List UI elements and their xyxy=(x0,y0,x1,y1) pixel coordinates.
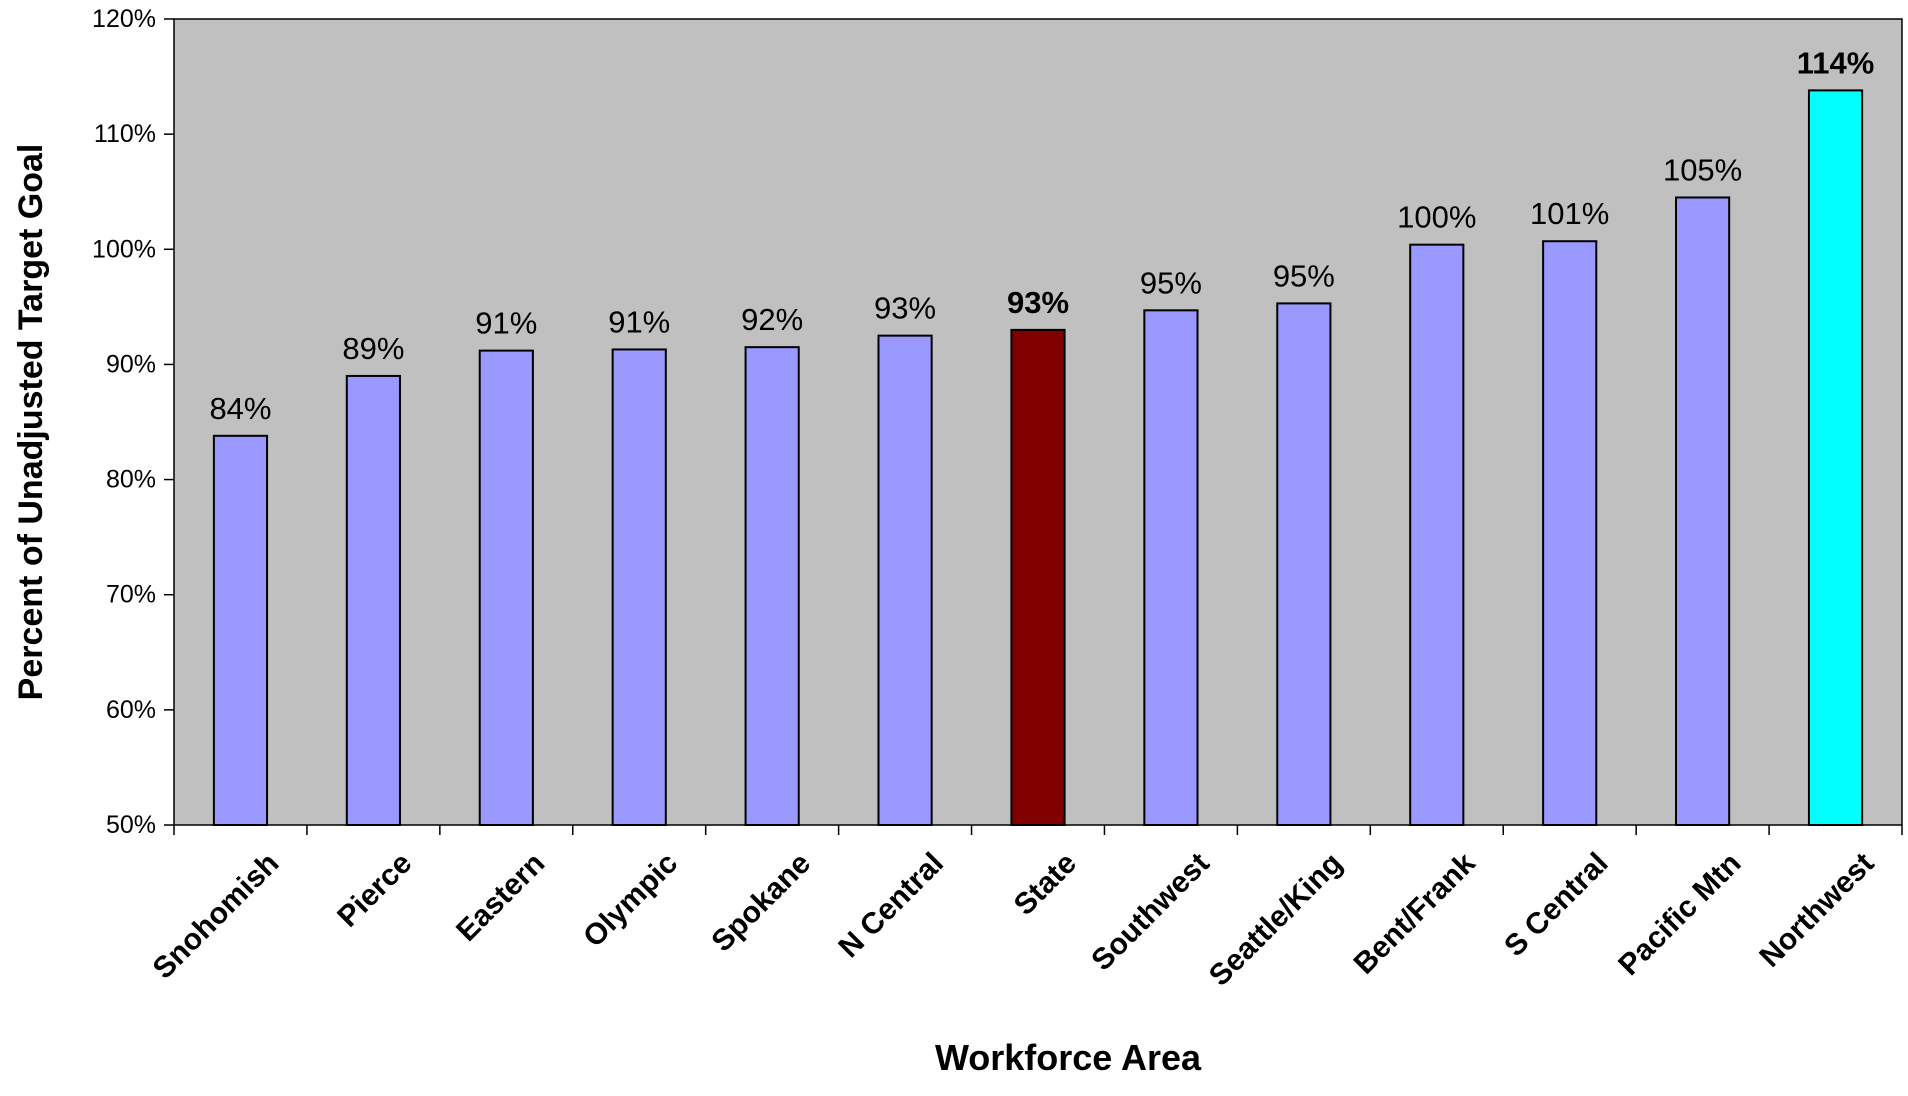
x-tick-label: Pacific Mtn xyxy=(1612,847,1747,982)
data-label: 114% xyxy=(1797,45,1875,80)
y-tick-label: 50% xyxy=(106,811,156,839)
data-label: 92% xyxy=(741,302,803,337)
y-tick-label: 110% xyxy=(94,120,156,148)
data-label: 84% xyxy=(209,391,271,426)
x-axis-title: Workforce Area xyxy=(935,1037,1202,1078)
bar-state xyxy=(1010,328,1066,826)
y-tick-label: 100% xyxy=(92,235,156,263)
x-tick-label: Southwest xyxy=(1085,847,1216,978)
bars xyxy=(212,89,1864,827)
bar-spokane xyxy=(744,346,800,826)
bar-s-central xyxy=(1542,240,1598,826)
y-tick-label: 80% xyxy=(106,466,156,494)
data-label: 91% xyxy=(475,306,537,341)
data-label: 89% xyxy=(342,331,404,366)
data-label: 105% xyxy=(1663,152,1742,187)
bar-seattle-king xyxy=(1276,302,1332,827)
y-tick-label: 70% xyxy=(106,581,156,609)
bar-olympic xyxy=(611,348,667,826)
x-tick-label: Eastern xyxy=(450,847,551,948)
x-tick-label: Spokane xyxy=(705,847,817,959)
x-tick-label: State xyxy=(1008,847,1083,922)
y-tick-label: 90% xyxy=(106,350,156,378)
bar-pacific-mtn xyxy=(1675,196,1731,826)
bar-pierce xyxy=(345,374,401,826)
data-label: 95% xyxy=(1273,258,1335,293)
y-tick-label: 60% xyxy=(106,696,156,724)
data-label: 93% xyxy=(874,291,936,326)
bar-northwest xyxy=(1807,89,1864,827)
x-axis: Snohomish Pierce Eastern Olympic Spokane N Ce… xyxy=(147,825,1903,993)
x-tick-label: Pierce xyxy=(331,847,418,934)
y-tick-label: 120% xyxy=(92,5,156,33)
y-axis-title: Percent of Unadjusted Target Goal xyxy=(12,144,50,701)
x-tick-label: Seattle/King xyxy=(1203,847,1349,993)
bar-n-central xyxy=(877,334,933,826)
y-axis: 50% 60% 70% 80% 90% 100% 110% 120% xyxy=(92,5,174,839)
data-label: 100% xyxy=(1397,200,1476,235)
x-tick-label: Snohomish xyxy=(147,847,286,986)
x-tick-label: N Central xyxy=(832,847,950,965)
data-label: 95% xyxy=(1140,265,1202,300)
data-label: 101% xyxy=(1530,196,1609,231)
x-tick-label: S Central xyxy=(1498,847,1614,963)
x-tick-label: Olympic xyxy=(577,847,684,954)
x-tick-label: Bent/Frank xyxy=(1348,846,1482,980)
bar-eastern xyxy=(478,349,534,826)
data-labels: 84% 89% 91% 91% 92% 93% 93% 95% 95% 100% 101% 105% 1… xyxy=(209,45,1874,425)
x-tick-label: Northwest xyxy=(1753,847,1880,974)
bar-snohomish xyxy=(212,434,269,826)
data-label: 93% xyxy=(1007,285,1069,320)
bar-southwest xyxy=(1143,309,1199,827)
data-label: 91% xyxy=(608,304,670,339)
bar-bent-frank xyxy=(1409,243,1465,826)
